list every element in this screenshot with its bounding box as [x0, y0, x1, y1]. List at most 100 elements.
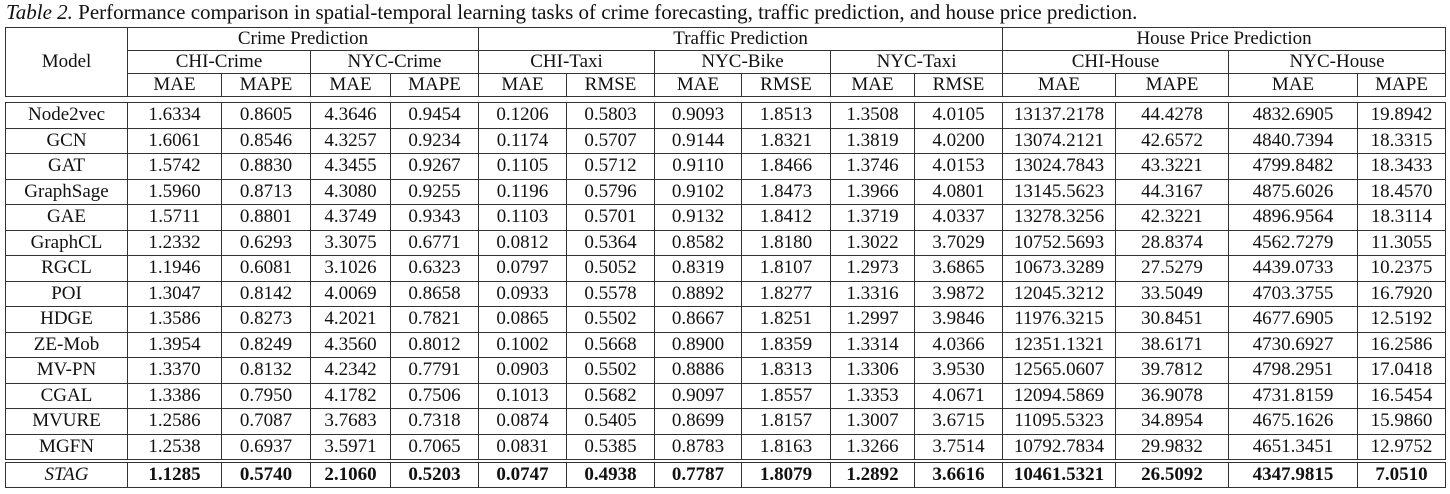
- table-row: HDGE 1.3586 0.8273 4.2021 0.7821 0.0865 0.5502…: [5, 306, 1446, 333]
- table-row: GraphCL 1.2332 0.6293 3.3075 0.6771 0.0812 0.5…: [5, 229, 1446, 256]
- metric-value: 1.5711: [127, 204, 222, 231]
- table-row: MVURE 1.2586 0.7087 3.7683 0.7318 0.0874 0.540…: [5, 408, 1446, 435]
- metric-value: 1.3007: [830, 408, 915, 435]
- header-row-metrics: MAE MAPE MAE MAPE MAE RMSE MAE RMSE MAE RMSE MAE MA…: [6, 73, 1447, 97]
- model-name: HDGE: [5, 306, 128, 333]
- table-row-stag: STAG 1.1285 0.5740 2.1060 0.5203 0.0747 0.4938…: [5, 462, 1446, 488]
- model-name: MV-PN: [5, 357, 128, 384]
- metric-value: 0.0831: [478, 433, 567, 460]
- metric-value: 0.8713: [221, 178, 311, 205]
- metric-value-best: 1.1285: [127, 462, 222, 488]
- metric-value: 0.0865: [478, 306, 567, 333]
- metric-value-best: 26.5092: [1115, 462, 1229, 488]
- metric-value: 4.2342: [310, 357, 391, 384]
- metric-value: 1.2973: [830, 255, 915, 282]
- metric-value: 0.7821: [390, 306, 479, 333]
- metric-value: 0.0903: [478, 357, 567, 384]
- metric-value: 0.6081: [221, 255, 311, 282]
- metric-value: 4.3646: [310, 102, 391, 129]
- table-row: ZE-Mob 1.3954 0.8249 4.3560 0.8012 0.1002 0.56…: [5, 331, 1446, 358]
- metric-value: 3.7683: [310, 408, 391, 435]
- metric-value: 0.8012: [390, 331, 479, 358]
- header-dataset: CHI-Taxi: [478, 50, 656, 74]
- metric-value: 18.3315: [1357, 127, 1446, 154]
- metric-value: 18.4570: [1357, 178, 1446, 205]
- metric-value: 1.8412: [741, 204, 831, 231]
- metric-value: 3.3075: [310, 229, 391, 256]
- metric-value: 0.5668: [566, 331, 655, 358]
- metric-value: 4832.6905: [1228, 102, 1358, 129]
- metric-value: 1.3586: [127, 306, 222, 333]
- caption-text: Performance comparison in spatial-tempor…: [72, 0, 1138, 24]
- metric-value: 4731.8159: [1228, 382, 1358, 409]
- table-caption: Table 2. Performance comparison in spati…: [6, 0, 1137, 24]
- header-metric: MAE: [127, 73, 222, 97]
- metric-value: 18.3433: [1357, 153, 1446, 180]
- header-metric: MAPE: [221, 73, 311, 97]
- metric-value: 38.6171: [1115, 331, 1229, 358]
- metric-value: 0.9110: [654, 153, 742, 180]
- metric-value: 3.9846: [914, 306, 1003, 333]
- header-row-datasets: CHI-Crime NYC-Crime CHI-Taxi NYC-Bike NYC-Ta…: [6, 50, 1447, 74]
- metric-value: 0.5502: [566, 306, 655, 333]
- metric-value: 0.9267: [390, 153, 479, 180]
- metric-value: 1.3266: [830, 433, 915, 460]
- metric-value: 4.2021: [310, 306, 391, 333]
- metric-value: 0.6771: [390, 229, 479, 256]
- header-task: Crime Prediction: [126, 27, 480, 51]
- metric-value: 0.7065: [390, 433, 479, 460]
- model-name: POI: [5, 280, 128, 307]
- table-row: GAT 1.5742 0.8830 4.3455 0.9267 0.1105 0.5712 0…: [5, 153, 1446, 180]
- table-row: POI 1.3047 0.8142 4.0069 0.8658 0.0933 0.5578 0…: [5, 280, 1446, 307]
- metric-value-best: 0.4938: [566, 462, 655, 488]
- model-name: ZE-Mob: [5, 331, 128, 358]
- metric-value: 0.9144: [654, 127, 742, 154]
- metric-value: 0.1002: [478, 331, 567, 358]
- metric-value: 4.0671: [914, 382, 1003, 409]
- metric-value: 0.8605: [221, 102, 311, 129]
- metric-value: 42.6572: [1115, 127, 1229, 154]
- metric-value: 1.3370: [127, 357, 222, 384]
- metric-value: 16.2586: [1357, 331, 1446, 358]
- metric-value: 0.8830: [221, 153, 311, 180]
- metric-value: 27.5279: [1115, 255, 1229, 282]
- metric-value: 18.3114: [1357, 204, 1446, 231]
- model-name: GCN: [5, 127, 128, 154]
- metric-value: 0.8582: [654, 229, 742, 256]
- table-proposed-row: STAG 1.1285 0.5740 2.1060 0.5203 0.0747 0.4938…: [5, 462, 1446, 488]
- metric-value: 0.7950: [221, 382, 311, 409]
- metric-value: 0.8892: [654, 280, 742, 307]
- metric-value: 0.9132: [654, 204, 742, 231]
- metric-value: 44.3167: [1115, 178, 1229, 205]
- metric-value: 29.9832: [1115, 433, 1229, 460]
- metric-value: 0.8249: [221, 331, 311, 358]
- metric-value: 0.7506: [390, 382, 479, 409]
- header-metric: MAPE: [1357, 73, 1447, 97]
- header-dataset: NYC-Taxi: [830, 50, 1004, 74]
- metric-value: 4675.1626: [1228, 408, 1358, 435]
- metric-value: 4703.3755: [1228, 280, 1358, 307]
- metric-value: 0.8546: [221, 127, 311, 154]
- metric-value: 12565.0607: [1002, 357, 1116, 384]
- metric-value: 0.9454: [390, 102, 479, 129]
- header-metric: MAE: [310, 73, 391, 97]
- metric-value: 0.8886: [654, 357, 742, 384]
- metric-value: 0.5052: [566, 255, 655, 282]
- table-row: CGAL 1.3386 0.7950 4.1782 0.7506 0.1013 0.5682…: [5, 382, 1446, 409]
- metric-value: 4.3257: [310, 127, 391, 154]
- caption-label: Table 2.: [6, 0, 73, 24]
- metric-value: 0.5364: [566, 229, 655, 256]
- metric-value: 1.3306: [830, 357, 915, 384]
- metric-value: 0.5578: [566, 280, 655, 307]
- metric-value: 4875.6026: [1228, 178, 1358, 205]
- metric-value: 4651.3451: [1228, 433, 1358, 460]
- metric-value: 28.8374: [1115, 229, 1229, 256]
- metric-value: 34.8954: [1115, 408, 1229, 435]
- metric-value: 1.8277: [741, 280, 831, 307]
- metric-value: 3.6715: [914, 408, 1003, 435]
- header-metric: RMSE: [566, 73, 656, 97]
- metric-value-best: 2.1060: [310, 462, 391, 488]
- model-name: CGAL: [5, 382, 128, 409]
- metric-value: 0.1105: [478, 153, 567, 180]
- metric-value: 1.8321: [741, 127, 831, 154]
